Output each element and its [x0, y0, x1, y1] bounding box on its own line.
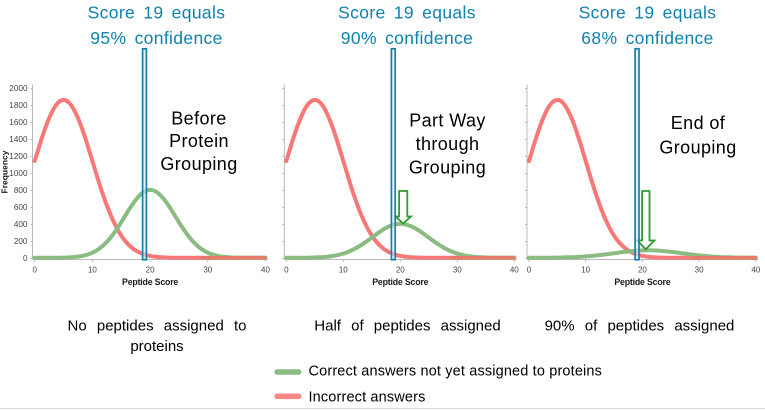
svg-text:Grouping: Grouping — [160, 154, 237, 174]
svg-text:Score 19 equals: Score 19 equals — [579, 3, 717, 23]
svg-text:20: 20 — [396, 266, 405, 275]
svg-text:Before: Before — [171, 108, 226, 128]
svg-text:95% confidence: 95% confidence — [90, 28, 222, 48]
svg-text:Score 19 equals: Score 19 equals — [88, 3, 226, 23]
svg-text:End of: End of — [671, 113, 726, 133]
svg-text:Peptide Score: Peptide Score — [122, 277, 178, 287]
svg-text:600: 600 — [14, 203, 28, 212]
svg-text:20: 20 — [638, 266, 647, 275]
svg-text:Grouping: Grouping — [409, 157, 486, 177]
svg-text:1400: 1400 — [9, 135, 28, 144]
svg-text:Peptide Score: Peptide Score — [372, 277, 428, 287]
svg-text:10: 10 — [581, 266, 590, 275]
svg-text:30: 30 — [453, 266, 462, 275]
svg-text:2000: 2000 — [9, 84, 28, 93]
svg-text:Protein: Protein — [169, 131, 229, 151]
svg-text:Half of peptides assigned: Half of peptides assigned — [314, 317, 500, 334]
svg-text:30: 30 — [203, 266, 212, 275]
svg-text:1000: 1000 — [9, 169, 28, 178]
svg-text:40: 40 — [751, 266, 760, 275]
svg-text:Part Way: Part Way — [409, 111, 486, 131]
svg-text:Frequency: Frequency — [0, 150, 10, 193]
svg-text:Peptide Score: Peptide Score — [614, 277, 670, 287]
svg-text:90% confidence: 90% confidence — [341, 28, 473, 48]
svg-text:No peptides assigned to: No peptides assigned to — [68, 317, 247, 334]
svg-text:proteins: proteins — [130, 338, 183, 355]
svg-text:Incorrect answers: Incorrect answers — [309, 390, 426, 406]
svg-text:0: 0 — [23, 254, 28, 263]
svg-text:0: 0 — [32, 266, 37, 275]
svg-text:40: 40 — [261, 266, 270, 275]
svg-text:10: 10 — [88, 266, 97, 275]
svg-text:90% of peptides assigned: 90% of peptides assigned — [545, 317, 735, 334]
svg-text:Correct answers not yet assign: Correct answers not yet assigned to prot… — [309, 364, 603, 380]
svg-text:40: 40 — [510, 266, 519, 275]
svg-text:1600: 1600 — [9, 118, 28, 127]
svg-text:0: 0 — [284, 266, 289, 275]
svg-text:68% confidence: 68% confidence — [581, 28, 713, 48]
svg-text:through: through — [416, 134, 480, 154]
svg-text:1800: 1800 — [9, 101, 28, 110]
svg-text:10: 10 — [339, 266, 348, 275]
svg-text:200: 200 — [14, 237, 28, 246]
svg-text:Score 19 equals: Score 19 equals — [338, 3, 476, 23]
svg-text:30: 30 — [695, 266, 704, 275]
svg-text:400: 400 — [14, 220, 28, 229]
svg-text:20: 20 — [146, 266, 155, 275]
svg-text:Grouping: Grouping — [659, 137, 736, 157]
svg-text:0: 0 — [527, 266, 532, 275]
svg-text:800: 800 — [14, 186, 28, 195]
svg-text:1200: 1200 — [9, 152, 28, 161]
